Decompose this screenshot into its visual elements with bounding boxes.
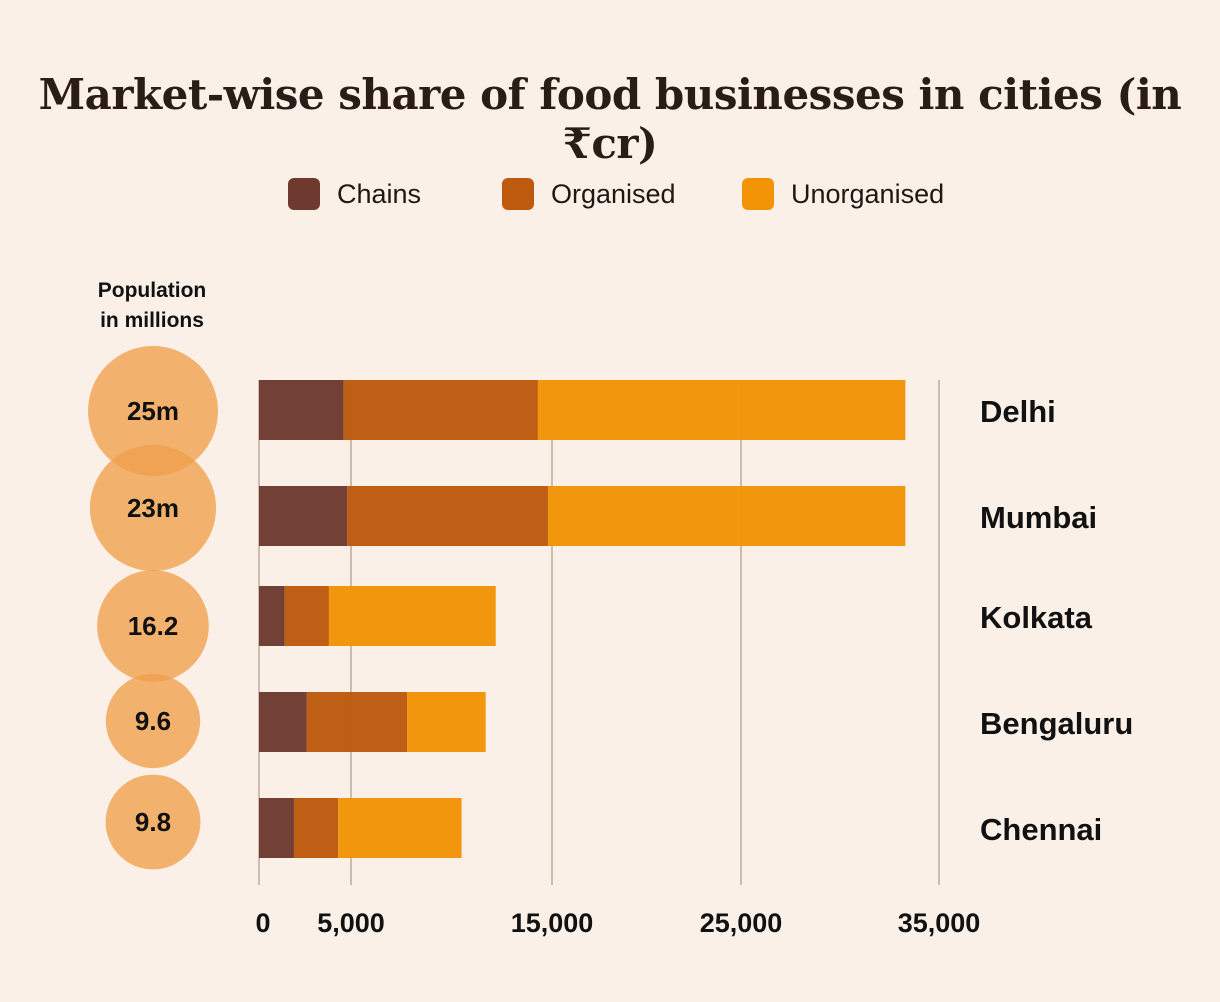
x-tick-label-2: 15,000 [511,908,594,938]
bar-segment-chains-chennai [259,798,294,858]
bar-row-chennai [259,798,462,858]
city-label-bengaluru: Bengaluru [980,706,1133,741]
legend-label-chains: Chains [337,178,422,209]
bar-segment-organised-delhi [343,380,538,440]
bar-segment-unorganised-bengaluru [407,692,486,752]
population-bubble-mumbai [89,444,217,572]
bar-segment-organised-mumbai [347,486,548,546]
bar-segment-chains-bengaluru [259,692,307,752]
population-label-delhi: 25m [127,396,179,426]
bar-segment-chains-mumbai [259,486,348,546]
bar-row-delhi [259,380,906,440]
population-label-mumbai: 23m [127,493,179,523]
x-tick-label-4: 35,000 [898,908,981,938]
legend-item-organised: Organised [502,176,676,212]
bar-segment-organised-kolkata [284,586,329,646]
population-bubble-bengaluru [105,673,201,769]
population-label-kolkata: 16.2 [128,611,179,641]
bar-segment-organised-chennai [293,798,339,858]
population-label-bengaluru: 9.6 [135,706,171,736]
chart-title: Market-wise share of food businesses in … [38,70,1182,168]
population-label-chennai: 9.8 [135,807,171,837]
x-axis-tick-labels: 0 5,000 15,000 25,000 35,000 [255,908,980,938]
city-labels: Delhi Mumbai Kolkata Bengaluru Chennai [980,394,1133,847]
population-bubble-chennai [105,774,201,870]
bar-row-mumbai [259,486,906,546]
chart-legend: Chains Organised Unorganised [0,176,1220,212]
bar-segment-unorganised-delhi [537,380,906,440]
bar-segment-chains-kolkata [259,586,285,646]
legend-swatch-chains [288,178,320,210]
legend-swatch-organised [502,178,534,210]
population-header-line-1: Population [97,279,207,302]
population-header-line-2: in millions [100,309,204,332]
population-bubble-kolkata [97,570,209,682]
city-label-chennai: Chennai [980,812,1102,847]
legend-label-unorganised: Unorganised [791,178,945,209]
city-label-delhi: Delhi [980,394,1056,429]
x-tick-label-1: 5,000 [317,908,385,938]
bar-segment-unorganised-kolkata [328,586,496,646]
population-bubble-delhi [88,346,218,476]
bar-segment-chains-delhi [259,380,344,440]
legend-label-organised: Organised [551,178,676,209]
city-label-mumbai: Mumbai [980,500,1097,535]
bar-row-bengaluru [259,692,486,752]
bars [259,380,906,858]
bar-row-kolkata [259,586,496,646]
legend-item-chains: Chains [288,176,421,212]
x-tick-label-3: 25,000 [700,908,783,938]
x-tick-label-0: 0 [255,908,270,938]
population-bubbles: 25m 23m 16.2 9.6 9.8 [88,346,218,870]
legend-swatch-unorganised [742,178,774,210]
bar-segment-organised-bengaluru [306,692,408,752]
population-header: Population in millions [72,276,232,336]
bar-segment-unorganised-chennai [338,798,462,858]
legend-item-unorganised: Unorganised [742,176,944,212]
city-label-kolkata: Kolkata [980,600,1093,635]
bar-segment-unorganised-mumbai [547,486,906,546]
